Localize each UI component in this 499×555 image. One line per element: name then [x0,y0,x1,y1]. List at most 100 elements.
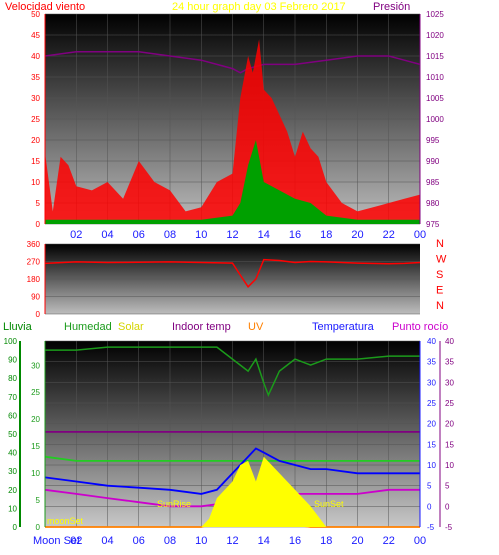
temp-xtick-label: 10 [195,535,207,547]
indoor-ytick-label: 5 [445,482,450,491]
pressure-ytick-label: 1005 [426,94,444,103]
pressure-ytick-label: 1010 [426,73,444,82]
indoor-ytick-label: 0 [445,502,450,511]
temp-xtick-label: 00 [414,535,426,547]
wind-ytick-label: 15 [31,157,40,166]
temp-ytick-label: 10 [427,461,436,470]
rain-ytick-label: 80 [8,374,17,383]
solar-series [45,456,420,527]
pressure-title: Presión [373,1,410,13]
wind-direction-series [44,258,421,288]
wind-ytick-label: 30 [31,94,40,103]
temp-xtick-label: 22 [383,535,395,547]
rain-ytick-label: 50 [8,430,17,439]
pressure-ytick-label: 985 [426,178,440,187]
indoor-ytick-label: 10 [445,461,454,470]
humidity-ytick-label: 20 [31,415,40,424]
rain-ytick-label: 30 [8,467,17,476]
wind-xtick-label: 14 [258,229,270,241]
temp-xtick-label: 06 [133,535,145,547]
rain-ytick-label: 0 [13,523,18,532]
indoor-ytick-label: 30 [445,378,454,387]
temp-ytick-label: 0 [427,502,432,511]
pressure-series [44,51,421,74]
temp-xtick-label: 16 [289,535,301,547]
temp-ytick-label: 25 [427,399,436,408]
direction-ytick-label: 270 [27,258,41,267]
rain-ytick-label: 70 [8,393,17,402]
wind-ytick-label: 50 [31,10,40,19]
temp-xtick-label: 14 [258,535,270,547]
wind-ytick-label: 45 [31,31,40,40]
rain-ytick-label: 100 [4,337,18,346]
wind-xtick-label: 20 [351,229,363,241]
solar-label: Solar [118,321,144,333]
wind-xtick-label: 22 [383,229,395,241]
rain-ytick-label: 40 [8,449,17,458]
temp-ytick-label: 15 [427,440,436,449]
wind-xtick-label: 10 [195,229,207,241]
humidity-ytick-label: 30 [31,361,40,370]
wind-gust-series [45,39,420,225]
pressure-ytick-label: 995 [426,136,440,145]
wind-ytick-label: 40 [31,52,40,61]
sunrise-label: SunRise [157,499,191,509]
pressure-ytick-label: 990 [426,157,440,166]
temp-ytick-label: 30 [427,378,436,387]
pressure-ytick-label: 975 [426,220,440,229]
wind-xtick-label: 06 [133,229,145,241]
wind-ytick-label: 10 [31,178,40,187]
wind-ytick-label: 35 [31,73,40,82]
temp-ytick-label: 40 [427,337,436,346]
temp-ytick-label: -5 [427,523,435,532]
green_line-series [44,455,420,462]
compass-label: N [436,300,444,312]
humidity-ytick-label: 25 [31,388,40,397]
temperature-label: Temperatura [312,321,375,333]
direction-ytick-label: 90 [31,293,40,302]
temp-panel: Lluvia Humedad Solar Indoor temp UV Temp… [3,321,454,547]
dew-point-label: Punto rocío [392,321,448,333]
wind-xtick-label: 08 [164,229,176,241]
wind-xtick-label: 04 [101,229,113,241]
temp-xtick-label: 08 [164,535,176,547]
pressure-ytick-label: 1015 [426,52,444,61]
temp-xtick-label: 02 [70,535,82,547]
humidity-ytick-label: 5 [36,496,41,505]
graph-date-title: 24 hour graph day 03 Febrero 2017 [172,1,346,13]
temp-ytick-label: 20 [427,420,436,429]
temp-xtick-label: 18 [320,535,332,547]
compass-label: W [436,254,447,266]
pressure-ytick-label: 1020 [426,31,444,40]
wind-xtick-label: 02 [70,229,82,241]
temp-series [44,447,420,495]
temp-xtick-label: 04 [101,535,113,547]
pressure-ytick-label: 1025 [426,10,444,19]
pressure-ytick-label: 980 [426,199,440,208]
wind-panel: Velocidad viento 24 hour graph day 03 Fe… [5,1,444,241]
indoor-ytick-label: 20 [445,420,454,429]
rain-label: Lluvia [3,321,33,333]
wind-ytick-label: 25 [31,115,40,124]
rain-ytick-label: 60 [8,411,17,420]
wind-xtick-label: 12 [226,229,238,241]
rain-ytick-label: 20 [8,486,17,495]
temp-ytick-label: 5 [427,482,432,491]
direction-ytick-label: 0 [36,310,41,319]
sunset-label: SunSet [314,499,344,509]
humidity-ytick-label: 15 [31,442,40,451]
compass-label: E [436,285,443,297]
compass-label: N [436,238,444,250]
wind-xtick-label: 16 [289,229,301,241]
wind-speed-title: Velocidad viento [5,1,85,13]
indoor-ytick-label: 40 [445,337,454,346]
humidity-ytick-label: 10 [31,469,40,478]
moonset-inner-label: moonSet [47,516,84,526]
temp-xtick-label: 20 [351,535,363,547]
indoor-ytick-label: -5 [445,523,453,532]
